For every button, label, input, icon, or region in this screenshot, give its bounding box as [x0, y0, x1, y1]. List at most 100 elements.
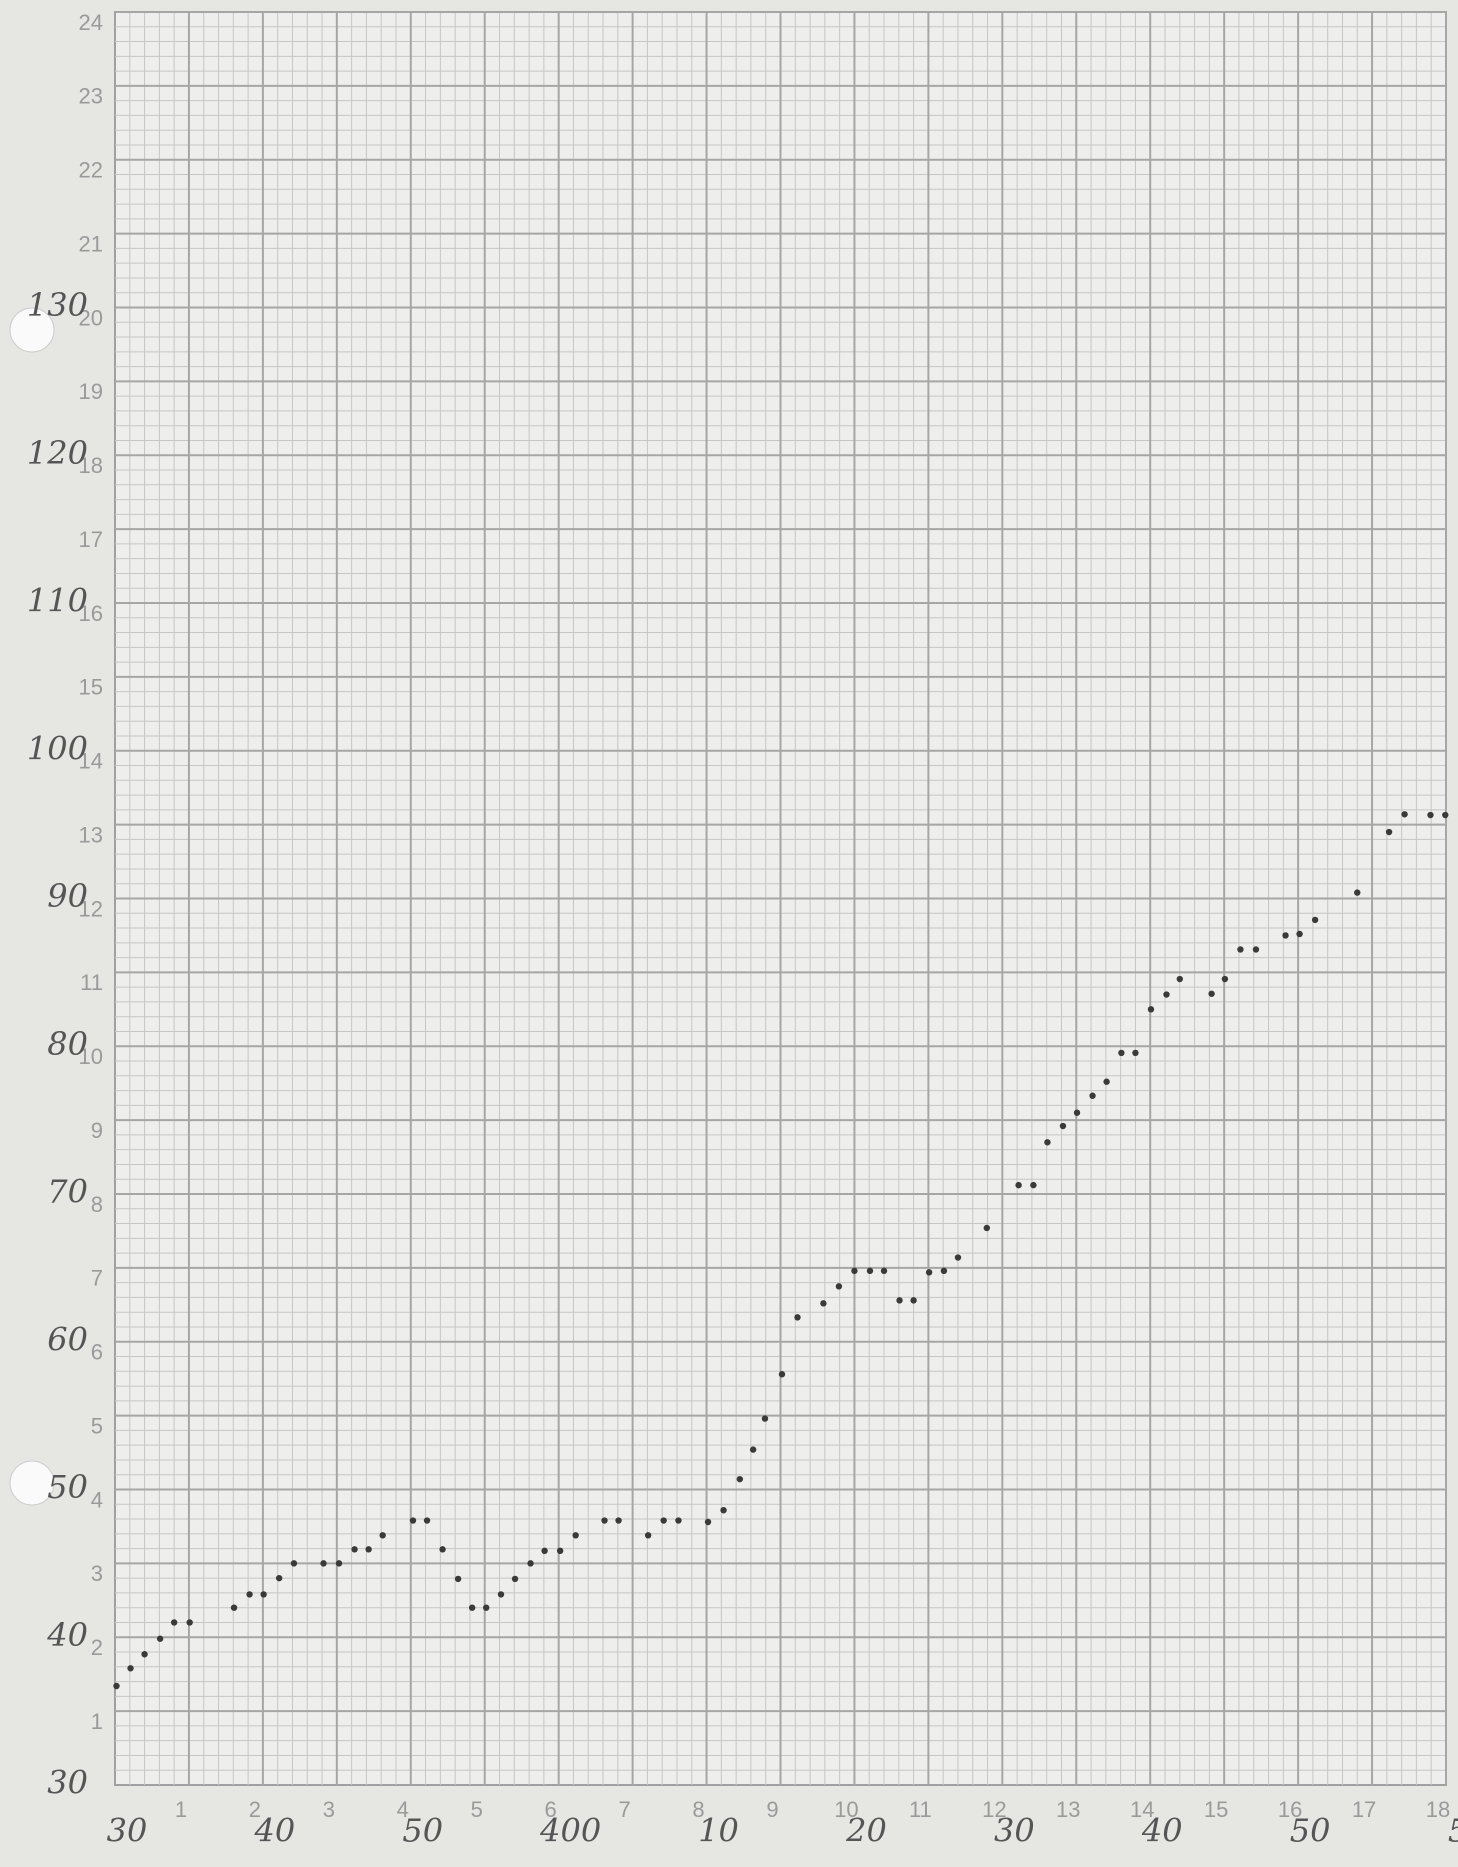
data-point: [409, 1517, 417, 1524]
handwritten-x-label: 50: [402, 1812, 443, 1850]
handwritten-y-label: 30: [47, 1764, 88, 1802]
data-point: [1401, 811, 1408, 818]
y-tick-label: 23: [79, 84, 103, 109]
data-point: [1354, 889, 1361, 896]
x-tick-label: 4: [397, 1797, 409, 1822]
data-point: [660, 1517, 667, 1524]
y-tick-label: 14: [79, 749, 103, 774]
data-point: [749, 1446, 757, 1453]
x-tick-label: 17: [1352, 1797, 1376, 1822]
data-point: [556, 1547, 564, 1555]
data-point: [761, 1415, 769, 1422]
data-point: [1163, 991, 1170, 998]
handwritten-x-label: 20: [845, 1812, 887, 1850]
data-point: [720, 1506, 727, 1514]
data-point: [736, 1475, 744, 1483]
y-tick-label: 4: [91, 1487, 103, 1512]
data-point: [275, 1574, 283, 1582]
data-point: [497, 1591, 505, 1598]
handwritten-x-label: 40: [254, 1812, 296, 1850]
x-tick-label: 3: [323, 1797, 335, 1822]
x-tick-label: 11: [909, 1797, 932, 1822]
data-point: [320, 1560, 327, 1567]
data-point: [511, 1575, 519, 1583]
punch-hole: [9, 1460, 55, 1506]
x-tick-label: 10: [834, 1797, 858, 1822]
punch-hole: [9, 307, 55, 353]
x-tick-label: 12: [982, 1797, 1006, 1822]
x-tick-label: 2: [249, 1797, 261, 1822]
y-tick-label: 9: [91, 1118, 103, 1143]
x-tick-label: 7: [618, 1797, 630, 1822]
y-tick-label: 5: [91, 1413, 103, 1438]
data-point: [423, 1517, 431, 1524]
data-point: [601, 1517, 608, 1524]
data-point: [365, 1546, 372, 1553]
data-point: [820, 1300, 827, 1307]
data-point: [1176, 975, 1184, 983]
data-point: [335, 1560, 343, 1567]
handwritten-x-label: 10: [698, 1812, 739, 1850]
x-tick-label: 6: [545, 1797, 557, 1822]
y-tick-label: 16: [79, 601, 103, 626]
handwritten-y-label: 90: [47, 877, 88, 915]
handwritten-y-label: 120: [27, 434, 88, 472]
x-tick-label: 8: [692, 1797, 704, 1822]
data-point: [113, 1682, 120, 1690]
x-tick-label: 15: [1204, 1797, 1228, 1822]
y-tick-label: 18: [79, 453, 103, 478]
data-point: [379, 1532, 386, 1539]
y-tick-label: 17: [79, 527, 103, 552]
data-point: [1311, 916, 1319, 924]
handwritten-y-label: 130: [27, 286, 88, 324]
data-point: [1296, 930, 1303, 938]
data-point: [170, 1619, 178, 1626]
y-tick-label: 15: [79, 675, 103, 700]
y-tick-label: 13: [79, 822, 103, 847]
data-point: [351, 1546, 358, 1553]
data-point: [468, 1604, 476, 1611]
data-point: [156, 1635, 164, 1642]
x-tick-label: 18: [1426, 1797, 1450, 1822]
data-point: [246, 1591, 253, 1598]
data-point: [1089, 1092, 1096, 1099]
data-point: [880, 1267, 888, 1275]
y-tick-label: 19: [79, 379, 103, 404]
data-point: [527, 1560, 534, 1567]
data-point: [983, 1224, 991, 1232]
handwritten-y-label: 80: [47, 1025, 88, 1063]
handwritten-x-label: 400: [539, 1812, 601, 1850]
data-point: [1132, 1049, 1139, 1057]
x-tick-label: 1: [175, 1797, 187, 1822]
handwritten-x-label: 50: [1290, 1812, 1331, 1850]
data-point: [260, 1591, 267, 1598]
data-point: [1221, 975, 1229, 983]
data-point: [290, 1560, 298, 1567]
handwritten-x-label: 40: [1141, 1812, 1183, 1850]
handwritten-y-label: 70: [47, 1173, 88, 1211]
y-tick-label: 8: [91, 1192, 103, 1217]
y-tick-label: 3: [91, 1561, 103, 1586]
data-point: [541, 1547, 548, 1555]
data-point: [1208, 990, 1215, 997]
data-point: [1237, 946, 1244, 953]
data-point: [675, 1517, 682, 1524]
data-point: [483, 1604, 490, 1611]
data-point: [866, 1267, 874, 1275]
x-tick-label: 9: [766, 1797, 778, 1822]
y-tick-label: 12: [79, 896, 103, 921]
data-point: [141, 1651, 148, 1658]
x-tick-label: 16: [1278, 1797, 1302, 1822]
data-point: [910, 1297, 917, 1304]
y-tick-label: 7: [91, 1266, 103, 1291]
y-tick-label: 1: [91, 1709, 103, 1734]
data-point: [644, 1532, 652, 1539]
data-point: [1427, 811, 1434, 819]
x-tick-label: 5: [471, 1797, 483, 1822]
data-point: [851, 1267, 858, 1275]
handwritten-x-label: 30: [107, 1812, 148, 1850]
data-point: [439, 1546, 446, 1553]
data-point: [896, 1297, 903, 1304]
